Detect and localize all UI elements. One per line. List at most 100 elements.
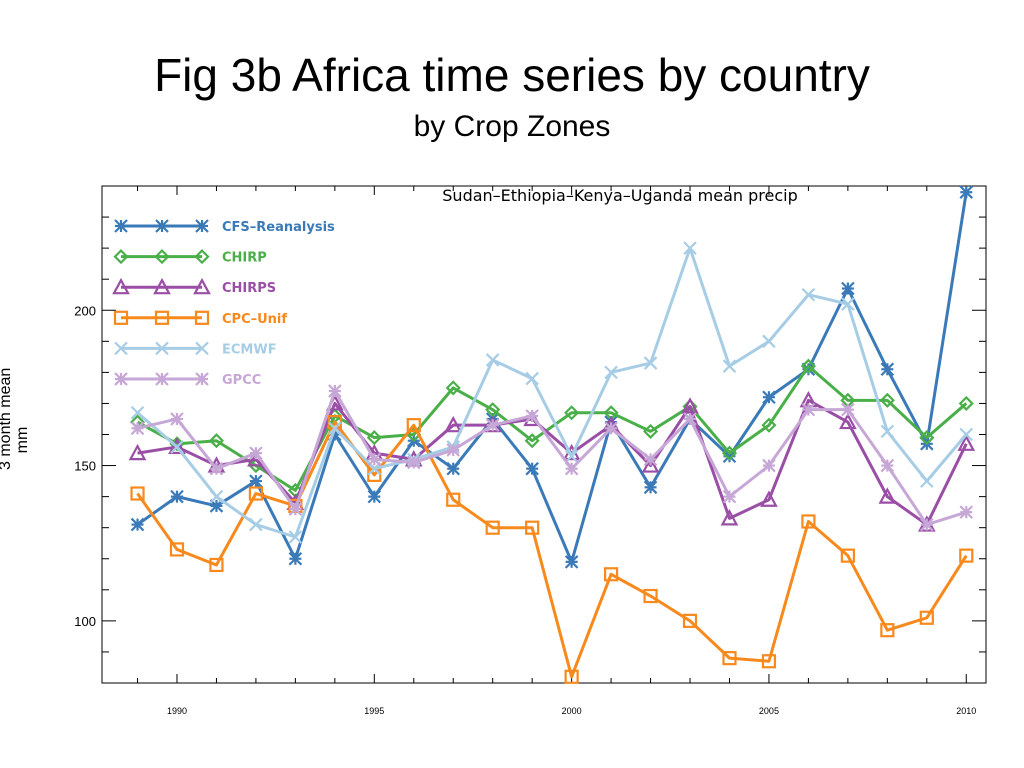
legend-entry: CHIRPS bbox=[112, 277, 276, 296]
data-point bbox=[170, 489, 184, 504]
slide-title: Fig 3b Africa time series by country bbox=[154, 49, 870, 101]
data-point bbox=[485, 353, 500, 367]
series-line bbox=[136, 364, 968, 492]
data-point bbox=[208, 433, 225, 449]
data-point bbox=[681, 397, 699, 414]
legend: CFS–Reanalysis CHIRP CHIRPS CPC–Unif ECMWF GP… bbox=[112, 219, 335, 388]
x-tick-label: 2000 bbox=[562, 706, 582, 716]
data-point bbox=[801, 402, 816, 417]
data-point bbox=[288, 530, 303, 544]
data-point bbox=[130, 486, 145, 501]
data-point bbox=[564, 669, 579, 684]
legend-marker bbox=[114, 372, 128, 386]
data-point bbox=[762, 458, 776, 473]
data-point bbox=[800, 358, 816, 374]
data-point bbox=[643, 452, 658, 467]
data-point bbox=[366, 430, 382, 446]
plot-title: Sudan–Ethiopia–Kenya–Uganda mean precip bbox=[442, 186, 797, 205]
data-point bbox=[801, 287, 816, 302]
legend-label: ECMWF bbox=[222, 342, 277, 357]
data-point bbox=[643, 480, 658, 495]
data-point bbox=[643, 588, 658, 604]
series-5 bbox=[130, 384, 974, 532]
data-point bbox=[920, 474, 934, 488]
data-point bbox=[720, 509, 739, 526]
legend-marker bbox=[113, 310, 129, 325]
data-point bbox=[879, 392, 895, 408]
data-point bbox=[249, 474, 263, 488]
data-point bbox=[762, 334, 776, 349]
slide-subtitle: by Crop Zones bbox=[413, 110, 611, 143]
legend-marker bbox=[195, 341, 209, 356]
data-point bbox=[959, 548, 974, 563]
data-point bbox=[958, 395, 974, 411]
legend-marker bbox=[194, 249, 210, 265]
data-point bbox=[367, 489, 382, 504]
legend-label: CFS–Reanalysis bbox=[222, 220, 335, 235]
data-point bbox=[525, 461, 539, 476]
data-point bbox=[801, 514, 816, 529]
legend-entry: CPC–Unif bbox=[113, 310, 287, 327]
data-point bbox=[130, 517, 145, 532]
data-point bbox=[525, 520, 540, 535]
data-point bbox=[643, 356, 658, 370]
data-point bbox=[128, 443, 147, 461]
legend-label: CHIRPS bbox=[222, 281, 276, 296]
data-point bbox=[603, 567, 619, 582]
data-point bbox=[288, 502, 303, 516]
legend-label: GPCC bbox=[222, 373, 261, 388]
series-4 bbox=[130, 241, 974, 544]
data-point bbox=[564, 449, 579, 464]
data-point bbox=[878, 487, 897, 504]
data-point bbox=[840, 548, 855, 563]
legend-label: CPC–Unif bbox=[222, 312, 287, 327]
data-point bbox=[130, 421, 145, 436]
data-point bbox=[839, 412, 857, 430]
axis-ticks: 1990 1995 2000 2005 2010 100 150 200 bbox=[74, 185, 986, 716]
data-point bbox=[170, 440, 184, 454]
data-point bbox=[564, 461, 579, 476]
data-point bbox=[525, 371, 539, 386]
data-point bbox=[525, 409, 539, 423]
data-point bbox=[406, 455, 421, 470]
data-point bbox=[841, 281, 855, 296]
data-point bbox=[721, 445, 738, 461]
y-tick-label: 100 bbox=[74, 614, 96, 629]
data-point bbox=[682, 613, 698, 628]
series-3 bbox=[130, 414, 974, 684]
data-point bbox=[604, 421, 618, 436]
data-point bbox=[880, 424, 895, 439]
y-tick-label: 150 bbox=[74, 459, 96, 474]
x-tick-label: 2010 bbox=[956, 706, 976, 716]
data-point bbox=[445, 380, 461, 396]
legend-marker bbox=[155, 372, 169, 386]
data-point bbox=[485, 418, 500, 432]
data-point bbox=[564, 405, 580, 421]
data-point bbox=[444, 415, 463, 433]
data-point bbox=[880, 458, 895, 473]
data-point bbox=[209, 557, 224, 573]
data-point bbox=[209, 489, 224, 504]
data-point bbox=[248, 486, 264, 501]
data-point bbox=[642, 423, 659, 439]
data-point bbox=[760, 490, 778, 507]
series-line bbox=[136, 246, 968, 539]
legend-marker bbox=[193, 277, 211, 295]
data-point bbox=[959, 427, 974, 442]
x-tick-label: 1990 bbox=[167, 706, 187, 716]
data-point bbox=[485, 520, 500, 535]
x-tick-label: 1995 bbox=[364, 706, 384, 716]
series-line bbox=[136, 420, 968, 679]
data-point bbox=[170, 412, 184, 426]
data-point bbox=[683, 412, 697, 426]
legend-marker bbox=[195, 219, 209, 233]
data-point bbox=[959, 185, 974, 199]
data-point bbox=[957, 434, 976, 451]
data-point bbox=[288, 551, 303, 566]
legend-marker bbox=[154, 249, 170, 265]
legend-marker bbox=[194, 310, 210, 325]
data-point bbox=[328, 421, 342, 436]
data-point bbox=[722, 651, 737, 666]
data-point bbox=[168, 437, 186, 455]
